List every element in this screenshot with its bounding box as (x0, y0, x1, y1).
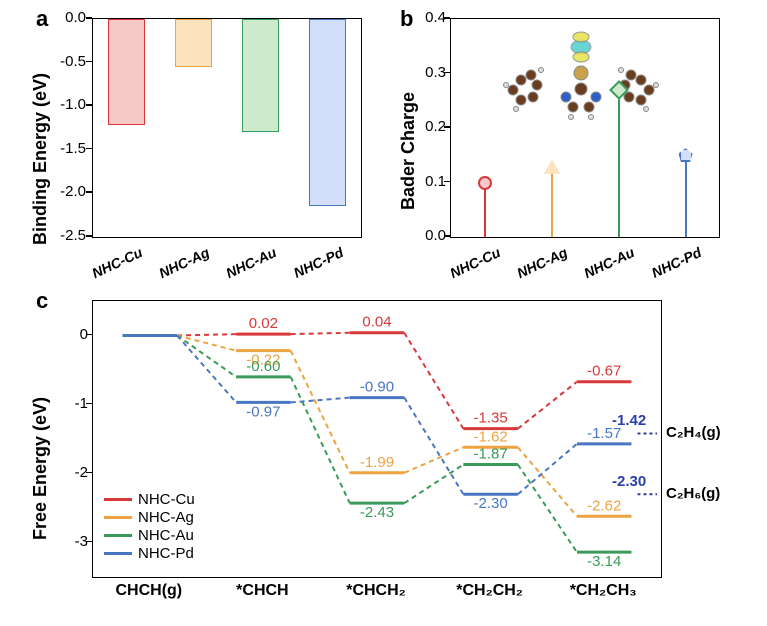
panel-b-xtick: NHC-Au (566, 244, 636, 288)
panel-c-xcat: *CH₂CH₂ (440, 582, 540, 600)
panel-b-ytick: 0.4 (412, 9, 446, 26)
marker-NHC-Cu (478, 176, 492, 190)
svg-text:-1.99: -1.99 (360, 454, 394, 471)
svg-text:-0.90: -0.90 (360, 379, 394, 396)
panel-a-ytick: -2.5 (46, 227, 86, 244)
panel-b-ytick: 0.0 (412, 227, 446, 244)
marker-NHC-Pd (679, 148, 693, 162)
ref-label: C₂H₆(g) (666, 485, 720, 502)
ref-value: -1.42 (612, 412, 646, 429)
svg-text:-3.14: -3.14 (587, 553, 621, 570)
panel-b-ylabel: Bader Charge (398, 92, 419, 210)
svg-text:-2.62: -2.62 (587, 497, 621, 514)
panel-a-xtick: NHC-Pd (275, 244, 345, 288)
panel-c-xcat: *CHCH₂ (326, 582, 426, 600)
svg-text:-0.60: -0.60 (246, 358, 280, 375)
svg-text:-1.87: -1.87 (473, 446, 507, 463)
panel-c-xcat: *CHCH (212, 582, 312, 600)
panel-c-ytick: -3 (54, 533, 88, 550)
svg-text:-1.35: -1.35 (473, 410, 507, 427)
svg-text:-2.43: -2.43 (360, 504, 394, 521)
panel-c-ylabel: Free Energy (eV) (30, 397, 51, 540)
panel-a-ytick: -2.0 (46, 183, 86, 200)
panel-a-xtick: NHC-Au (208, 244, 278, 288)
stem-NHC-Au (618, 90, 620, 237)
panel-c-legend: NHC-CuNHC-AgNHC-AuNHC-Pd (104, 490, 195, 562)
svg-text:-1.62: -1.62 (473, 428, 507, 445)
svg-text:-0.97: -0.97 (246, 403, 280, 420)
panel-a-xtick: NHC-Cu (74, 244, 144, 288)
panel-b-plot (450, 18, 720, 238)
svg-text:0.04: 0.04 (362, 314, 391, 331)
stem-NHC-Pd (685, 155, 687, 237)
panel-a-ytick: 0.0 (46, 9, 86, 26)
panel-b-ytick: 0.2 (412, 118, 446, 135)
marker-NHC-Ag (544, 160, 560, 174)
panel-c-ytick: 0 (54, 326, 88, 343)
panel-b-xtick: NHC-Cu (432, 244, 502, 288)
panel-c-ytick: -2 (54, 464, 88, 481)
panel-c-xcat: *CH₂CH₃ (553, 582, 653, 600)
panel-c-label: c (36, 288, 48, 314)
stem-NHC-Cu (484, 183, 486, 238)
bar-NHC-Pd (309, 19, 346, 206)
panel-b-xtick: NHC-Pd (633, 244, 703, 288)
panel-b-ytick: 0.1 (412, 173, 446, 190)
panel-b-ytick: 0.3 (412, 64, 446, 81)
panel-a-ytick: -1.0 (46, 96, 86, 113)
panel-a-ytick: -0.5 (46, 53, 86, 70)
bar-NHC-Au (242, 19, 279, 132)
svg-text:-2.30: -2.30 (473, 495, 507, 512)
ref-label: C₂H₄(g) (666, 424, 721, 441)
svg-text:-0.67: -0.67 (587, 363, 621, 380)
panel-c-xcat: CHCH(g) (99, 582, 199, 600)
molecule-inset (491, 25, 671, 125)
ref-value: -2.30 (612, 473, 646, 490)
stem-NHC-Ag (551, 172, 553, 237)
svg-text:0.02: 0.02 (249, 315, 278, 332)
panel-a-ytick: -1.5 (46, 140, 86, 157)
panel-a-plot (92, 18, 362, 238)
panel-c-ytick: -1 (54, 395, 88, 412)
bar-NHC-Ag (175, 19, 212, 67)
figure-root: a Binding Energy (eV) b Bader Charge (0, 0, 767, 626)
panel-a-xtick: NHC-Ag (141, 244, 211, 288)
bar-NHC-Cu (108, 19, 145, 125)
panel-b-xtick: NHC-Ag (499, 244, 569, 288)
